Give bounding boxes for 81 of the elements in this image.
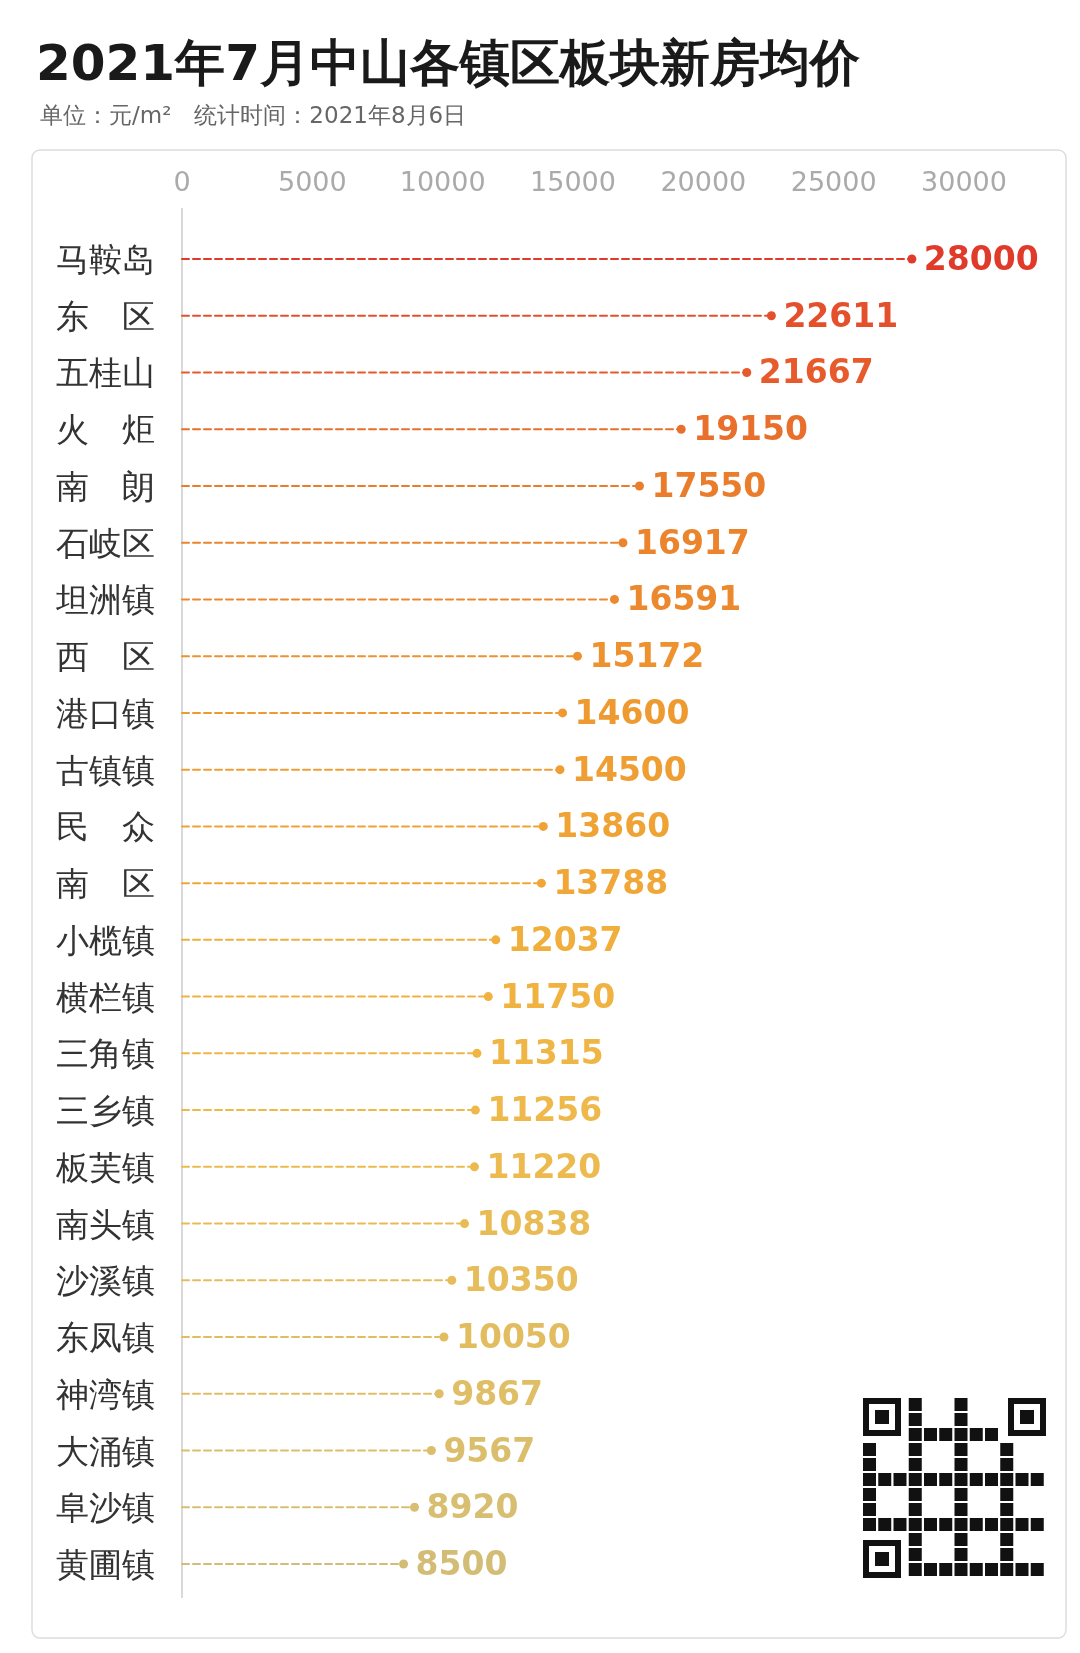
y-tick-label: 黄圃镇 <box>56 1545 155 1584</box>
point <box>470 1105 480 1115</box>
chart-subtitle: 单位：元/m² 统计时间：2021年8月6日 <box>40 102 467 128</box>
y-tick-label: 南 朗 <box>56 466 155 506</box>
data-label: 17550 <box>651 465 767 505</box>
data-label: 11315 <box>488 1033 604 1073</box>
y-tick-label: 东凤镇 <box>56 1318 155 1358</box>
x-tick-label: 30000 <box>921 166 1007 197</box>
point <box>555 765 565 775</box>
point <box>742 367 752 377</box>
data-label: 10350 <box>463 1260 579 1300</box>
x-tick-label: 5000 <box>277 166 347 197</box>
point <box>536 878 546 888</box>
point <box>460 1219 470 1229</box>
point <box>618 538 628 548</box>
y-tick-label: 沙溪镇 <box>56 1261 155 1301</box>
point <box>426 1446 436 1456</box>
y-tick-label: 小榄镇 <box>56 920 155 960</box>
data-label: 10050 <box>455 1317 571 1357</box>
y-tick-label: 坦洲镇 <box>55 580 155 620</box>
x-tick-label: 20000 <box>660 166 747 197</box>
data-label: 11256 <box>487 1090 603 1130</box>
point <box>609 594 619 604</box>
point <box>483 992 493 1002</box>
chart-title: 2021年7月中山各镇区板块新房均价 <box>36 34 860 92</box>
point <box>907 254 917 264</box>
y-tick-label: 石岐区 <box>56 523 155 563</box>
y-tick-label: 马鞍岛 <box>56 240 155 279</box>
y-tick-label: 大涌镇 <box>56 1431 155 1471</box>
y-tick-label: 古镇镇 <box>56 750 155 790</box>
x-tick-label: 10000 <box>399 166 486 197</box>
data-label: 11750 <box>500 976 616 1016</box>
y-tick-label: 港口镇 <box>56 693 155 733</box>
y-tick-label: 西 区 <box>56 637 155 677</box>
x-tick-label: 15000 <box>530 166 616 197</box>
point <box>399 1559 409 1569</box>
data-label: 28000 <box>923 239 1039 278</box>
point <box>447 1275 457 1285</box>
data-label: 12037 <box>507 919 623 959</box>
data-label: 8920 <box>426 1487 519 1527</box>
y-tick-label: 东 区 <box>56 296 155 336</box>
point <box>472 1048 482 1058</box>
point <box>676 424 686 434</box>
data-label: 9567 <box>443 1430 536 1470</box>
point <box>538 821 548 831</box>
data-label: 8500 <box>415 1544 508 1583</box>
data-label: 10838 <box>476 1203 592 1243</box>
y-tick-label: 火 炬 <box>56 410 155 450</box>
data-label: 13788 <box>553 863 669 903</box>
data-label: 14600 <box>574 692 690 732</box>
y-tick-label: 南头镇 <box>56 1204 155 1244</box>
point <box>572 651 582 661</box>
x-tick-label: 0 <box>173 166 191 197</box>
data-label: 22611 <box>783 295 899 335</box>
y-tick-label: 南 区 <box>56 864 155 904</box>
data-label: 21667 <box>758 352 874 392</box>
point <box>469 1162 479 1172</box>
data-label: 16591 <box>626 579 742 619</box>
y-tick-label: 三乡镇 <box>56 1091 155 1131</box>
y-tick-label: 阜沙镇 <box>56 1488 155 1528</box>
data-label: 11220 <box>486 1146 602 1186</box>
point <box>634 481 644 491</box>
data-label: 13860 <box>555 806 671 846</box>
point <box>439 1332 449 1342</box>
data-label: 19150 <box>693 409 808 449</box>
point <box>766 311 776 321</box>
x-tick-label: 25000 <box>790 166 877 197</box>
data-label: 16917 <box>634 522 750 562</box>
y-tick-label: 民 众 <box>56 807 155 847</box>
data-label: 14500 <box>571 749 687 789</box>
y-tick-label: 五桂山 <box>56 353 155 393</box>
point <box>410 1502 420 1512</box>
data-label: 9867 <box>451 1373 544 1413</box>
point <box>491 935 501 945</box>
y-tick-label: 三角镇 <box>56 1034 155 1074</box>
y-tick-label: 横栏镇 <box>56 977 155 1017</box>
y-tick-label: 神湾镇 <box>56 1374 155 1414</box>
point <box>434 1389 444 1399</box>
data-label: 15172 <box>589 636 705 676</box>
y-tick-label: 板芙镇 <box>55 1147 155 1187</box>
point <box>558 708 568 718</box>
